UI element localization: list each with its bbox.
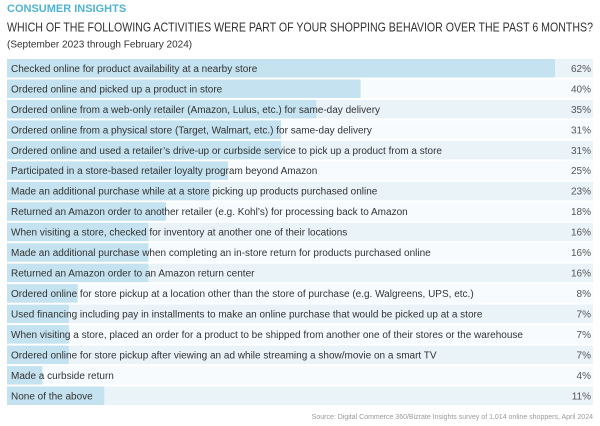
chart-title: WHICH OF THE FOLLOWING ACTIVITIES WERE P…: [7, 20, 593, 34]
value-label: 4%: [577, 371, 592, 382]
bar: [7, 243, 149, 262]
bar: [7, 386, 105, 405]
bar: [7, 120, 281, 139]
row-background: [7, 243, 593, 262]
value-label: 25%: [571, 166, 591, 177]
category-label: Participated in a store-based retailer l…: [11, 166, 317, 177]
value-label: 11%: [572, 391, 591, 402]
value-label: 23%: [571, 187, 591, 198]
category-label: Ordered online and picked up a product i…: [11, 84, 223, 95]
bar: [7, 222, 149, 242]
category-label: Ordered online and used a retailer’s dri…: [11, 146, 442, 157]
bar: [7, 366, 43, 385]
bar: [7, 202, 167, 221]
bar: [7, 284, 78, 303]
value-label: 7%: [577, 310, 592, 321]
bar: [7, 263, 149, 283]
bar: [7, 345, 69, 365]
bar: [7, 99, 317, 119]
bar: [7, 140, 281, 160]
row-background: [7, 325, 593, 344]
bar: [7, 325, 69, 344]
category-label: Checked online for product availability …: [11, 64, 258, 75]
row-background: [7, 386, 593, 405]
category-label: Made an additional purchase when complet…: [11, 248, 431, 259]
value-label: 62%: [571, 64, 591, 75]
row-background: [7, 366, 593, 385]
category-label: Made a curbside return: [11, 371, 114, 382]
category-label: None of the above: [11, 391, 93, 402]
source: Source: Digital Commerce 360/Bizrate Ins…: [312, 414, 593, 421]
category-label: Used financing including pay in installm…: [11, 310, 483, 321]
value-label: 16%: [571, 228, 591, 239]
category-label: Returned an Amazon order to an Amazon re…: [11, 269, 255, 280]
category-label: Returned an Amazon order to another reta…: [11, 207, 408, 218]
category-label: Made an additional purchase while at a s…: [11, 187, 378, 198]
bar: [7, 304, 69, 324]
row-background: [7, 263, 593, 283]
bar: [7, 161, 228, 180]
value-label: 31%: [571, 146, 591, 157]
value-label: 18%: [571, 207, 591, 218]
value-label: 16%: [571, 269, 591, 280]
category-label: When visiting a store, placed an order f…: [11, 330, 523, 341]
supertitle: CONSUMER INSIGHTS: [7, 3, 126, 15]
row-background: [7, 222, 593, 242]
value-label: 8%: [577, 289, 592, 300]
category-label: Ordered online from a physical store (Ta…: [11, 125, 372, 136]
row-background: [7, 345, 593, 365]
value-label: 7%: [577, 330, 592, 341]
category-label: When visiting a store, checked for inven…: [11, 228, 347, 239]
bar: [7, 79, 361, 98]
category-label: Ordered online for store pickup after vi…: [11, 350, 437, 361]
value-label: 7%: [577, 350, 592, 361]
subtitle: (September 2023 through February 2024): [7, 40, 192, 51]
row-background: [7, 284, 593, 303]
category-label: Ordered online from a web-only retailer …: [11, 105, 380, 116]
value-label: 35%: [571, 105, 591, 116]
row-background: [7, 304, 593, 324]
value-label: 31%: [571, 125, 591, 136]
bar: [7, 181, 211, 201]
category-label: Ordered online for store pickup at a loc…: [11, 289, 474, 300]
value-label: 16%: [571, 248, 591, 259]
value-label: 40%: [571, 84, 591, 95]
bar: [7, 59, 555, 78]
